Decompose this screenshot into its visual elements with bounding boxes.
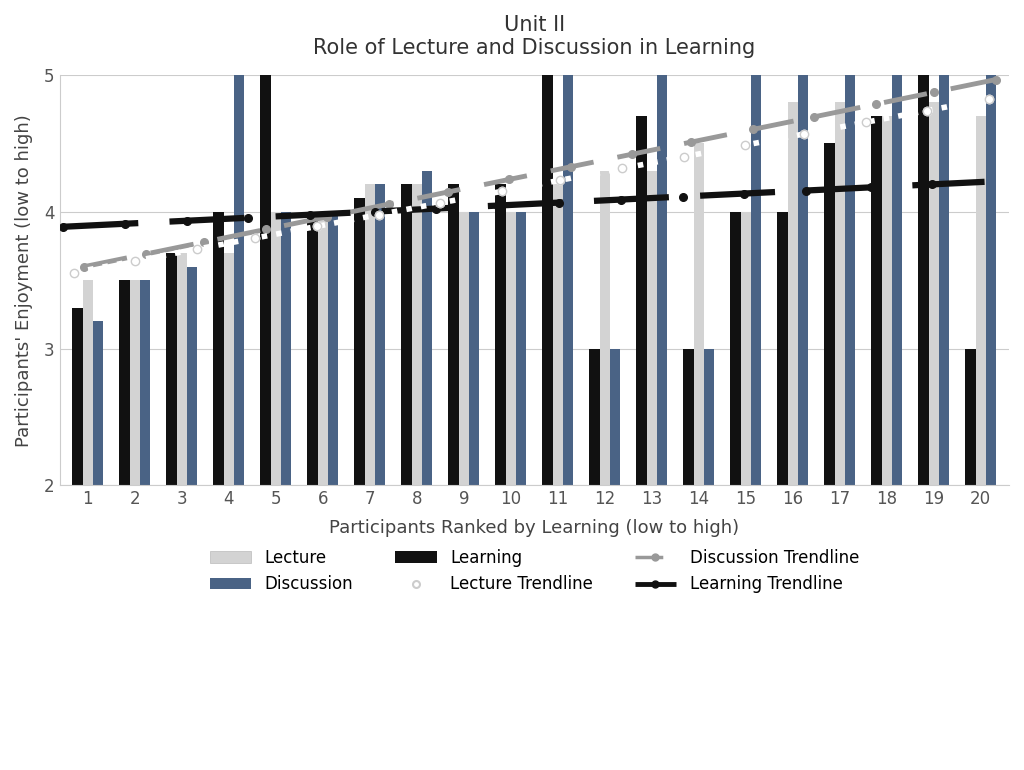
- Bar: [516, 212, 526, 759]
- Bar: [703, 349, 715, 759]
- Title: Unit II
Role of Lecture and Discussion in Learning: Unit II Role of Lecture and Discussion i…: [313, 15, 756, 59]
- Bar: [787, 102, 798, 759]
- Bar: [777, 212, 787, 759]
- Bar: [422, 171, 432, 759]
- Bar: [270, 212, 281, 759]
- Bar: [401, 185, 412, 759]
- Bar: [986, 75, 996, 759]
- Bar: [130, 280, 140, 759]
- Bar: [83, 280, 93, 759]
- Bar: [835, 102, 845, 759]
- Bar: [469, 212, 479, 759]
- Bar: [892, 75, 902, 759]
- Bar: [281, 212, 291, 759]
- Bar: [976, 116, 986, 759]
- Bar: [966, 349, 976, 759]
- Bar: [740, 212, 751, 759]
- Bar: [563, 75, 573, 759]
- Bar: [140, 280, 151, 759]
- Bar: [365, 185, 375, 759]
- Bar: [730, 212, 740, 759]
- Y-axis label: Participants' Enjoyment (low to high): Participants' Enjoyment (low to high): [15, 114, 33, 447]
- Bar: [657, 75, 668, 759]
- Bar: [119, 280, 130, 759]
- Bar: [187, 266, 198, 759]
- Bar: [412, 185, 422, 759]
- Bar: [553, 185, 563, 759]
- Bar: [93, 321, 103, 759]
- Bar: [683, 349, 693, 759]
- Bar: [176, 253, 187, 759]
- Bar: [882, 116, 892, 759]
- Bar: [871, 116, 882, 759]
- Bar: [260, 75, 270, 759]
- Bar: [798, 75, 808, 759]
- Bar: [939, 75, 949, 759]
- Bar: [589, 349, 600, 759]
- Bar: [317, 212, 328, 759]
- Bar: [307, 212, 317, 759]
- Bar: [496, 185, 506, 759]
- Bar: [636, 116, 646, 759]
- Bar: [929, 102, 939, 759]
- Bar: [328, 212, 338, 759]
- Bar: [543, 75, 553, 759]
- Legend: Lecture, Discussion, Learning, Lecture Trendline, Discussion Trendline, Learning: Lecture, Discussion, Learning, Lecture T…: [203, 542, 865, 600]
- Bar: [213, 212, 223, 759]
- Bar: [693, 143, 703, 759]
- Bar: [919, 75, 929, 759]
- Bar: [223, 253, 233, 759]
- Bar: [73, 307, 83, 759]
- Bar: [166, 253, 176, 759]
- Bar: [449, 185, 459, 759]
- Bar: [824, 143, 835, 759]
- Bar: [646, 171, 657, 759]
- Bar: [600, 171, 610, 759]
- Bar: [354, 198, 365, 759]
- Bar: [375, 185, 385, 759]
- Bar: [610, 349, 621, 759]
- Bar: [233, 75, 245, 759]
- Bar: [506, 212, 516, 759]
- Bar: [845, 75, 855, 759]
- X-axis label: Participants Ranked by Learning (low to high): Participants Ranked by Learning (low to …: [330, 519, 739, 537]
- Bar: [751, 75, 761, 759]
- Bar: [459, 212, 469, 759]
